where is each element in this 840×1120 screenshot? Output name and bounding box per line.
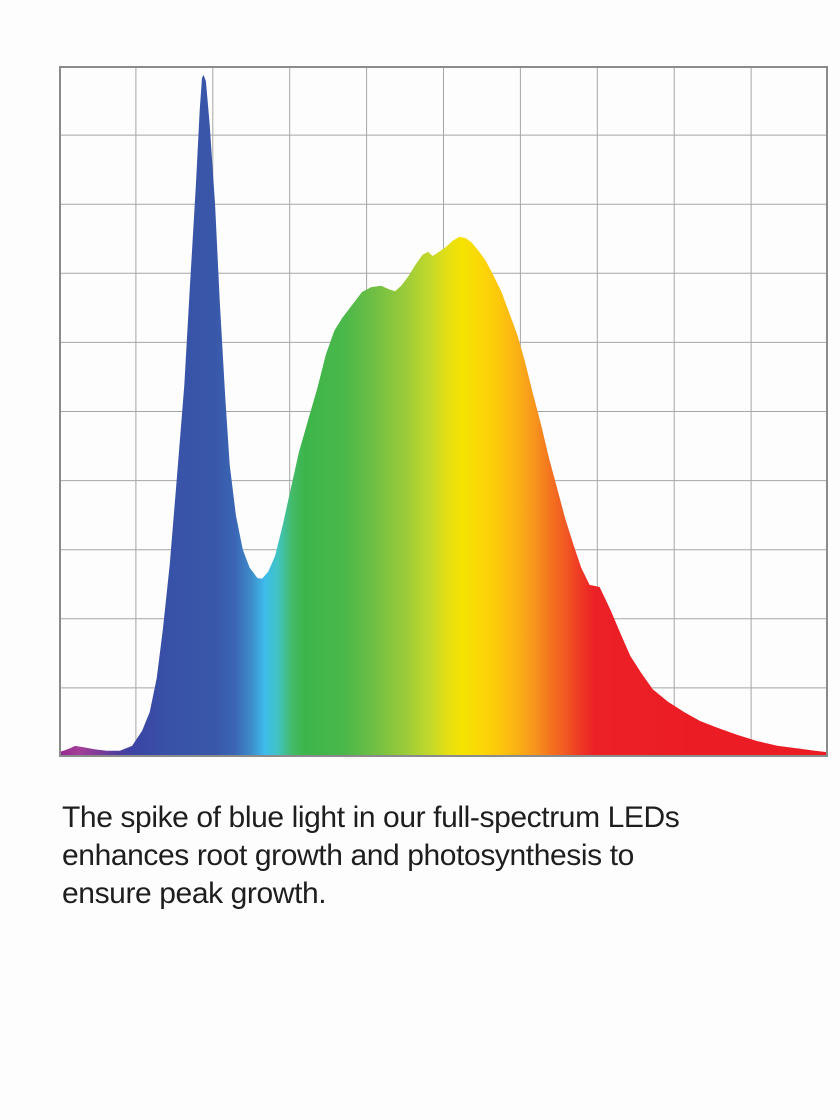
caption-line-2: enhances root growth and photosynthesis … bbox=[62, 839, 634, 872]
caption-line-3: ensure peak growth. bbox=[62, 877, 327, 910]
plot-border bbox=[59, 66, 828, 757]
spectrum-area bbox=[59, 75, 828, 757]
caption-line-1: The spike of blue light in our full-spec… bbox=[62, 801, 680, 834]
caption: The spike of blue light in our full-spec… bbox=[62, 799, 802, 913]
spectrum-chart bbox=[59, 66, 828, 757]
spectrum-svg bbox=[59, 66, 828, 757]
